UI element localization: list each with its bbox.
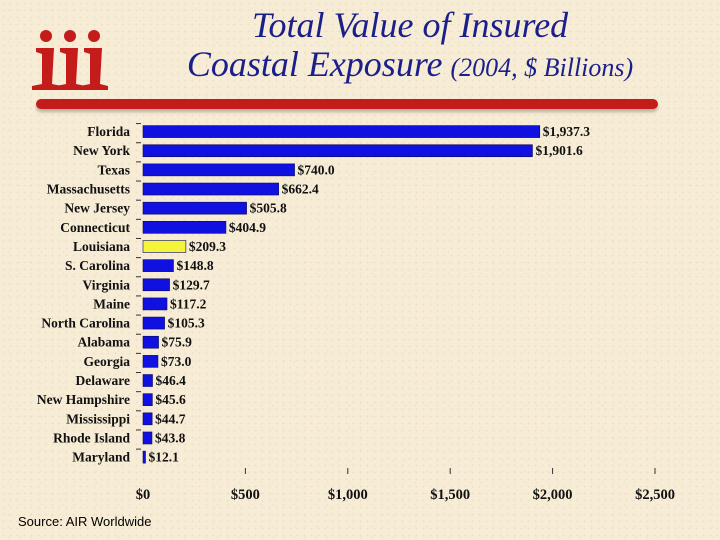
- category-label: New York: [73, 143, 130, 158]
- x-tick-label: $1,500: [430, 487, 470, 503]
- value-label: $404.9: [229, 220, 266, 235]
- category-label: New Hampshire: [37, 392, 130, 407]
- category-label: Alabama: [77, 335, 130, 350]
- value-label: $44.7: [155, 411, 186, 426]
- bar-chart: Florida $1,937.3 New York $1,901.6 Texas $740…: [37, 123, 675, 503]
- category-label: Delaware: [76, 373, 130, 388]
- bar: [142, 355, 159, 368]
- title-divider: [36, 99, 658, 109]
- value-label: $740.0: [298, 162, 335, 177]
- bar: [142, 431, 153, 445]
- category-label: Georgia: [84, 354, 131, 369]
- category-label: Florida: [87, 124, 130, 139]
- source-note: Source: AIR Worldwide: [18, 514, 152, 529]
- value-label: $43.8: [155, 430, 186, 445]
- category-label: New Jersey: [64, 201, 130, 216]
- bar: [142, 316, 165, 330]
- bar: [142, 297, 168, 311]
- category-label: Connecticut: [60, 220, 130, 235]
- bar: [142, 221, 227, 234]
- bar: [142, 201, 247, 215]
- title-line-2: Coastal Exposure: [186, 43, 443, 84]
- bar: [142, 144, 533, 158]
- bar: [142, 259, 174, 272]
- bar: [142, 182, 279, 196]
- category-label: Maine: [93, 296, 130, 311]
- bar-highlighted: [142, 240, 187, 253]
- bar: [142, 412, 153, 426]
- value-label: $75.9: [162, 335, 193, 350]
- bar: [142, 335, 159, 349]
- value-label: $148.8: [176, 258, 213, 273]
- category-label: S. Carolina: [65, 258, 130, 273]
- bar: [142, 374, 153, 387]
- category-label: Rhode Island: [53, 430, 130, 445]
- iii-logo-graphic: [32, 30, 108, 90]
- iii-logo-icon: [32, 28, 108, 90]
- value-label: $662.4: [282, 182, 319, 197]
- category-label: Massachusetts: [47, 182, 130, 197]
- value-label: $1,937.3: [543, 124, 591, 139]
- value-label: $12.1: [148, 450, 179, 465]
- bar: [142, 393, 153, 406]
- category-label: Louisiana: [73, 239, 130, 254]
- bar: [142, 278, 170, 292]
- value-label: $209.3: [189, 239, 226, 254]
- value-label: $105.3: [168, 316, 205, 331]
- bar: [142, 125, 541, 138]
- category-label: North Carolina: [41, 316, 130, 331]
- category-label: Virginia: [82, 277, 130, 292]
- value-label: $73.0: [161, 354, 192, 369]
- value-label: $46.4: [156, 373, 187, 388]
- x-tick-label: $500: [231, 487, 260, 503]
- bar: [142, 163, 295, 177]
- title-line-1: Total Value of Insured: [251, 5, 569, 45]
- bar: [142, 450, 146, 464]
- x-tick-label: $2,000: [533, 487, 573, 503]
- category-label: Texas: [97, 162, 130, 177]
- value-label: $129.7: [173, 277, 210, 292]
- x-tick-label: $2,500: [635, 487, 675, 503]
- title-subtitle: (2004, $ Billions): [450, 52, 634, 82]
- x-tick-label: $1,000: [328, 487, 368, 503]
- chart-title: Total Value of Insured Coastal Exposure(…: [130, 6, 690, 84]
- category-label: Maryland: [72, 450, 130, 465]
- value-label: $1,901.6: [535, 143, 583, 158]
- value-label: $117.2: [170, 296, 207, 311]
- value-label: $505.8: [250, 201, 287, 216]
- category-label: Mississippi: [66, 411, 130, 426]
- value-label: $45.6: [155, 392, 186, 407]
- x-tick-label: $0: [136, 487, 151, 503]
